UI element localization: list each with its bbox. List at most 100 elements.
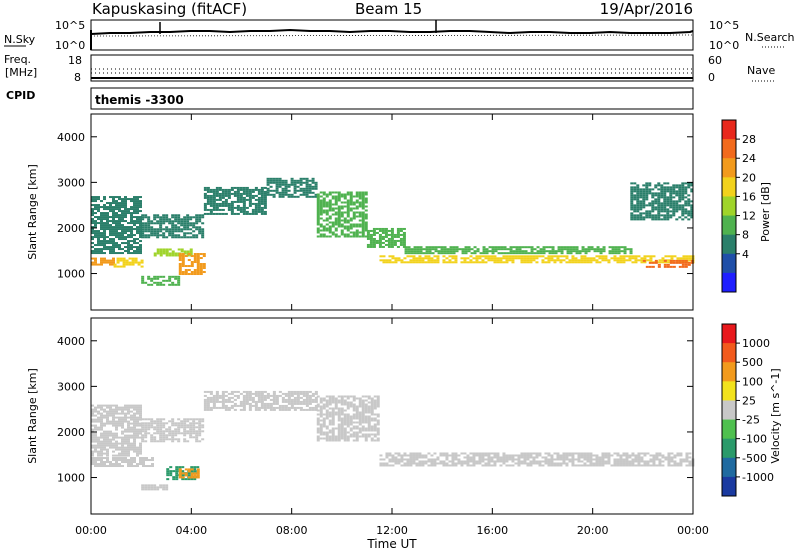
velocity-colorbar-tick: -500 bbox=[742, 452, 767, 465]
velocity-colorbar-tick: 1000 bbox=[742, 337, 770, 350]
power-colorbar-swatch bbox=[722, 120, 736, 140]
velocity-colorbar: 1000 500 100 25 -25 -100 -500 -1000 bbox=[721, 323, 774, 497]
noise-panel: N.Sky 10^5 10^0 10^5 10^0 N.Search bbox=[4, 19, 795, 52]
power-colorbar-tick: 8 bbox=[742, 229, 749, 242]
velocity-echo-band bbox=[91, 404, 142, 457]
power-colorbar-tick: 12 bbox=[742, 210, 756, 223]
power-colorbar-swatch bbox=[722, 253, 736, 274]
velocity-ylabel: Slant Range [km] bbox=[26, 368, 39, 464]
time-tick-label: 00:00 bbox=[75, 524, 107, 537]
power-echo-band bbox=[266, 177, 318, 198]
power-colorbar: 28 24 20 16 12 8 4 bbox=[721, 119, 756, 293]
n-sky-label: N.Sky bbox=[4, 33, 36, 46]
velocity-echo-band bbox=[203, 390, 318, 411]
velocity-ytick-label: 1000 bbox=[57, 472, 85, 485]
program-name: themis -3300 bbox=[95, 93, 184, 107]
velocity-echo-band bbox=[178, 468, 200, 479]
velocity-colorbar-swatch bbox=[722, 438, 736, 459]
nave-tick-bottom: 0 bbox=[708, 71, 715, 84]
time-axis-label: Time UT bbox=[366, 537, 417, 551]
frequency-panel: Freq. [MHz] 18 8 60 0 Nave CPID bbox=[4, 53, 776, 102]
freq-tick-top: 18 bbox=[68, 54, 82, 67]
noise-tick-bottom-right: 10^0 bbox=[709, 39, 739, 52]
time-tick-label: 04:00 bbox=[175, 524, 207, 537]
power-ytick-label: 3000 bbox=[57, 176, 85, 189]
velocity-colorbar-swatch bbox=[722, 381, 736, 401]
velocity-colorbar-swatch bbox=[722, 324, 736, 344]
velocity-colorbar-tick: 500 bbox=[742, 356, 763, 369]
power-echo-band bbox=[141, 214, 205, 239]
power-echo-band bbox=[642, 259, 694, 268]
time-axis: 00:00 04:00 08:00 12:00 16:00 20:00 00:00 bbox=[75, 114, 709, 537]
velocity-echo-band bbox=[141, 418, 205, 443]
noise-tick-top-right: 10^5 bbox=[709, 19, 739, 32]
nave-tick-top: 60 bbox=[708, 54, 722, 67]
power-colorbar-label: Power [dB] bbox=[759, 182, 772, 242]
freq-unit-label: [MHz] bbox=[5, 66, 37, 79]
velocity-colorbar-tick: -100 bbox=[742, 433, 767, 446]
velocity-echo-band bbox=[379, 452, 695, 467]
power-colorbar-swatch bbox=[722, 177, 736, 197]
beam-title: Beam 15 bbox=[355, 0, 422, 18]
power-echo-band bbox=[366, 227, 406, 248]
velocity-colorbar-tick: -25 bbox=[742, 414, 760, 427]
power-colorbar-swatch bbox=[722, 215, 736, 236]
nave-label: Nave bbox=[747, 64, 775, 77]
freq-label: Freq. bbox=[4, 53, 31, 66]
power-panel: 4000 3000 2000 1000 Slant Range [km] bbox=[26, 113, 695, 311]
velocity-echo-band bbox=[141, 484, 169, 491]
power-colorbar-tick: 20 bbox=[742, 171, 756, 184]
power-echo-band bbox=[91, 257, 115, 266]
power-echo-band bbox=[404, 246, 633, 255]
n-search-label: N.Search bbox=[745, 31, 795, 44]
velocity-ytick-label: 4000 bbox=[57, 335, 85, 348]
power-colorbar-swatch bbox=[722, 196, 736, 217]
power-echo-band bbox=[141, 275, 181, 286]
velocity-colorbar-tick: 100 bbox=[742, 375, 763, 388]
velocity-echo-band bbox=[316, 395, 380, 442]
power-ylabel: Slant Range [km] bbox=[26, 164, 39, 260]
time-tick-label: 00:00 bbox=[677, 524, 709, 537]
power-echo-band bbox=[91, 196, 142, 255]
cpid-label: CPID bbox=[6, 89, 35, 102]
power-echo-band bbox=[203, 186, 267, 215]
power-echo-band bbox=[113, 257, 144, 268]
velocity-colorbar-swatch bbox=[722, 476, 736, 497]
power-colorbar-tick: 16 bbox=[742, 190, 756, 203]
cpid-panel bbox=[90, 87, 694, 110]
noise-sky-trace bbox=[90, 28, 694, 35]
velocity-colorbar-swatch bbox=[722, 400, 736, 421]
power-echo-band bbox=[316, 191, 368, 238]
power-colorbar-tick: 24 bbox=[742, 152, 756, 165]
velocity-colorbar-tick: 25 bbox=[742, 394, 756, 407]
date-title: 19/Apr/2016 bbox=[600, 0, 693, 18]
velocity-colorbar-label: Velocity [m s^-1] bbox=[769, 368, 782, 463]
power-ytick-label: 4000 bbox=[57, 131, 85, 144]
time-tick-label: 08:00 bbox=[276, 524, 308, 537]
power-colorbar-swatch bbox=[722, 139, 736, 159]
velocity-colorbar-swatch bbox=[722, 362, 736, 382]
velocity-colorbar-swatch bbox=[722, 419, 736, 440]
velocity-ytick-label: 2000 bbox=[57, 426, 85, 439]
time-tick-label: 20:00 bbox=[577, 524, 609, 537]
noise-tick-top-left: 10^5 bbox=[55, 19, 85, 32]
power-colorbar-swatch bbox=[722, 234, 736, 255]
noise-search-trace bbox=[90, 34, 694, 37]
power-colorbar-tick: 28 bbox=[742, 133, 756, 146]
power-echo-band bbox=[630, 182, 694, 221]
time-tick-label: 12:00 bbox=[376, 524, 408, 537]
velocity-echo-band bbox=[91, 457, 154, 468]
time-tick-label: 16:00 bbox=[476, 524, 508, 537]
freq-tick-bottom: 8 bbox=[74, 71, 81, 84]
velocity-colorbar-swatch bbox=[722, 343, 736, 363]
velocity-ytick-label: 3000 bbox=[57, 380, 85, 393]
noise-tick-bottom-left: 10^0 bbox=[55, 39, 85, 52]
velocity-panel: 4000 3000 2000 1000 Slant Range [km] bbox=[26, 317, 695, 515]
power-colorbar-swatch bbox=[722, 158, 736, 178]
power-echo-band bbox=[178, 253, 206, 276]
station-title: Kapuskasing (fitACF) bbox=[92, 0, 247, 18]
power-colorbar-tick: 4 bbox=[742, 248, 749, 261]
power-ytick-label: 1000 bbox=[57, 268, 85, 281]
power-colorbar-swatch bbox=[722, 272, 736, 293]
